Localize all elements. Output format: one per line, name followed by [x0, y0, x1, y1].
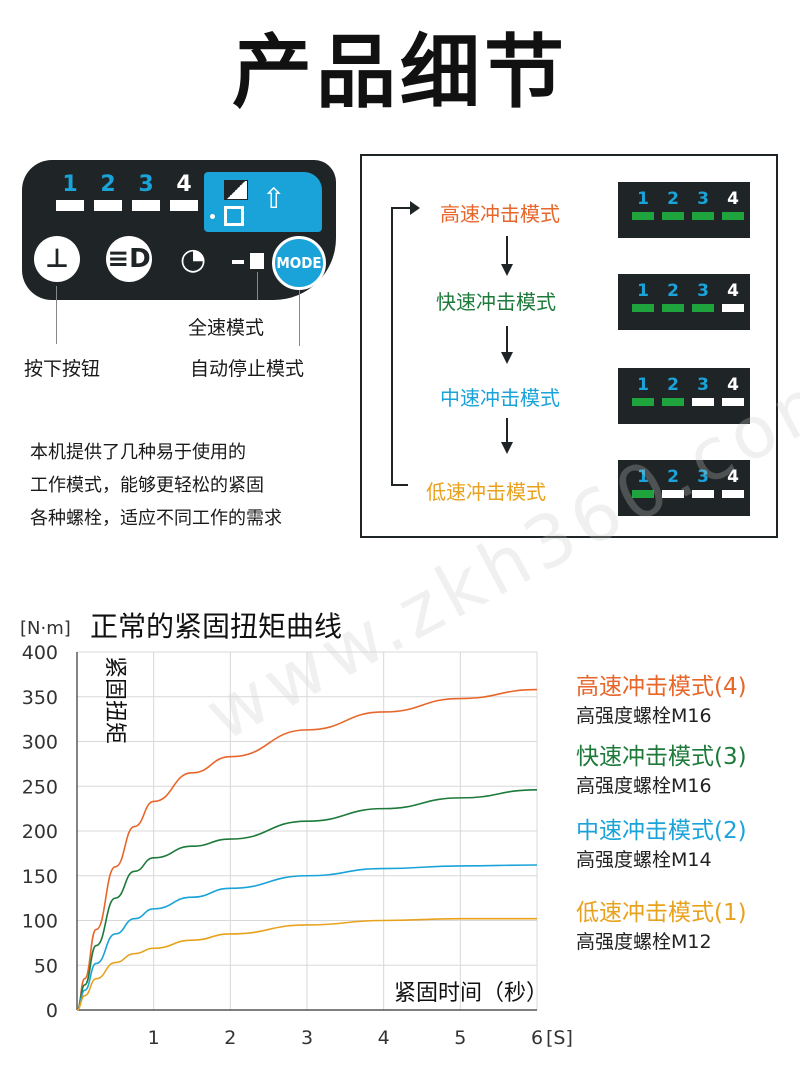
y-tick-label: 0: [46, 1000, 58, 1022]
mode-label-medium: 中速冲击模式: [440, 386, 560, 410]
leader-line: [299, 290, 300, 346]
legend-label-3: 中速冲击模式(2): [576, 818, 747, 844]
auto-stop-label: 自动停止模式: [190, 358, 305, 380]
legend-label-1: 高速冲击模式(4): [576, 674, 747, 700]
mini-indicator-3: 3: [692, 374, 714, 406]
y-axis-label: 紧固扭矩: [102, 656, 127, 744]
y-tick-label: 350: [22, 687, 58, 709]
legend-label-2: 快速冲击模式(3): [576, 744, 747, 770]
series-line-1: [76, 688, 538, 1011]
x-tick-label: 1: [148, 1027, 160, 1049]
mode-label-high: 高速冲击模式: [440, 202, 560, 226]
mini-indicator-1: 1: [632, 188, 654, 220]
speed-indicator-3: 3: [132, 172, 160, 211]
x-tick-label: 6: [531, 1027, 543, 1049]
dash-icon: [232, 260, 244, 264]
mini-indicator-4: 4: [722, 466, 744, 498]
y-unit: [N·m]: [20, 618, 71, 639]
mini-indicator-1: 1: [632, 280, 654, 312]
y-tick-label: 250: [22, 776, 58, 798]
series-line-4: [76, 917, 537, 1011]
dot-icon: [210, 214, 215, 219]
legend-subtitle-1: 高强度螺栓M16: [576, 705, 712, 727]
series-line-2: [76, 789, 538, 1011]
speed-indicator-4: 4: [170, 172, 198, 211]
x-tick-label: 2: [224, 1027, 236, 1049]
mini-indicator-4: 4: [722, 280, 744, 312]
y-tick-label: 150: [22, 866, 58, 888]
legend-subtitle-4: 高强度螺栓M12: [576, 931, 712, 953]
legend-subtitle-2: 高强度螺栓M16: [576, 775, 712, 797]
mini-indicator-2: 2: [662, 188, 684, 220]
full-speed-label: 全速模式: [188, 317, 265, 339]
x-unit: [S]: [546, 1027, 573, 1049]
description: 本机提供了几种易于使用的 工作模式，能够更轻松的紧固 各种螺栓，适应不同工作的需…: [30, 442, 282, 529]
mode-display: ⇧: [204, 172, 322, 232]
mode-label-fast: 快速冲击模式: [436, 290, 556, 314]
page-title: 产品细节: [232, 26, 568, 119]
y-tick-label: 100: [22, 911, 58, 933]
y-tick-label: 50: [34, 955, 58, 977]
speed-indicator-1: 1: [56, 172, 84, 211]
mini-indicator-1: 1: [632, 466, 654, 498]
mini-indicator-2: 2: [662, 374, 684, 406]
x-tick-label: 3: [301, 1027, 313, 1049]
legend-label-4: 低速冲击模式(1): [576, 900, 747, 926]
mode-button[interactable]: MODE: [272, 236, 326, 290]
torque-chart: 0 50 100 150 200 250 300 350 400 1 2 3 4 5 6 [S] [N·m] 正常…: [20, 610, 747, 1049]
full-speed-indicator: [250, 253, 264, 269]
leader-line: [56, 286, 57, 344]
wedge-icon: [224, 180, 248, 200]
mode-label-low: 低速冲击模式: [426, 480, 546, 504]
mini-indicator-3: 3: [692, 466, 714, 498]
x-axis-label: 紧固时间（秒）: [394, 981, 548, 1006]
gauge-icon: ◔: [180, 242, 207, 277]
button-press-icon[interactable]: ⊥: [34, 236, 80, 282]
leader-line: [257, 272, 258, 300]
y-tick-label: 200: [22, 821, 58, 843]
square-icon: [224, 206, 244, 226]
chart-title: 正常的紧固扭矩曲线: [90, 610, 342, 643]
mini-indicator-4: 4: [722, 188, 744, 220]
cycle-arrows: [391, 201, 513, 486]
y-tick-label: 400: [22, 642, 58, 664]
light-icon[interactable]: ≡D: [106, 236, 152, 282]
x-tick-label: 4: [378, 1027, 390, 1049]
legend-subtitle-3: 高强度螺栓M14: [576, 849, 712, 871]
mini-indicator-4: 4: [722, 374, 744, 406]
mini-indicator-2: 2: [662, 280, 684, 312]
mini-indicator-3: 3: [692, 280, 714, 312]
speed-indicator-2: 2: [94, 172, 122, 211]
mini-indicator-2: 2: [662, 466, 684, 498]
screw-icon: ⇧: [262, 182, 286, 215]
x-tick-label: 5: [454, 1027, 466, 1049]
mini-indicator-1: 1: [632, 374, 654, 406]
y-tick-label: 300: [22, 732, 58, 754]
control-panel: 1 2 3 4 ⇧ ⊥ ≡D ◔ MODE: [22, 160, 336, 300]
button-press-label: 按下按钮: [24, 358, 101, 380]
speed-indicators: 1 2 3 4: [56, 172, 198, 211]
mini-indicator-3: 3: [692, 188, 714, 220]
series-line-3: [76, 864, 538, 1011]
